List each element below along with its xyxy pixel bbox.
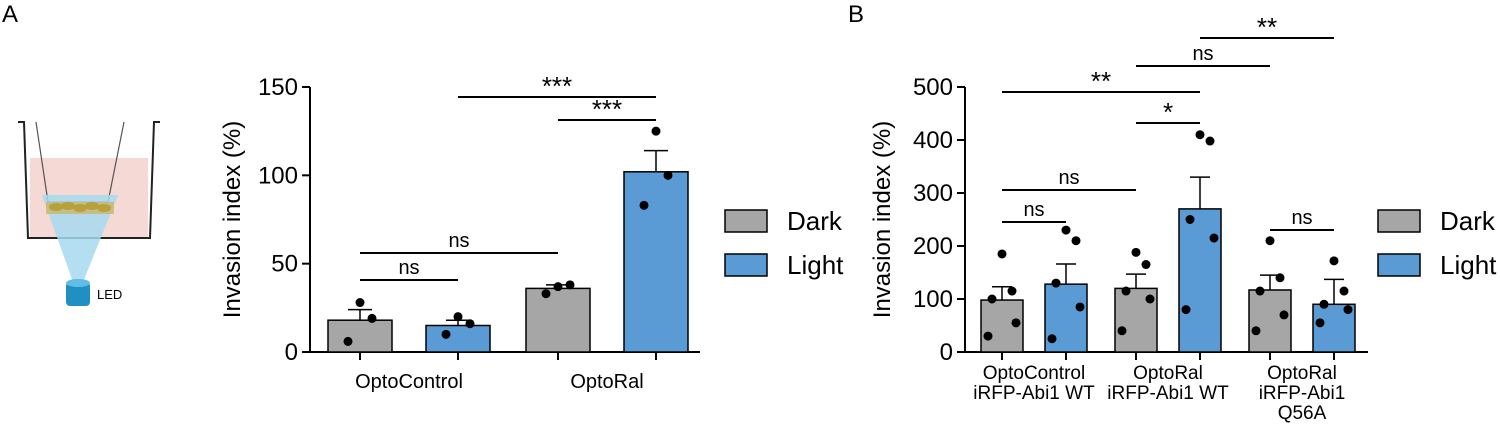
- significance-label: ns: [1291, 207, 1312, 229]
- data-point: [1051, 278, 1061, 288]
- x-category-label: iRFP-Abi1 WT: [973, 383, 1095, 404]
- data-point: [565, 280, 575, 290]
- y-axis-label: Invasion index (%): [219, 121, 246, 318]
- data-point: [1319, 299, 1329, 309]
- data-point: [1265, 236, 1275, 246]
- data-point: [553, 282, 563, 292]
- y-tick-label: 200: [913, 233, 953, 260]
- x-category-label: OptoControl: [355, 371, 463, 393]
- y-tick-label: 50: [271, 251, 298, 278]
- significance-label: ***: [542, 71, 572, 101]
- y-axis-label: Invasion index (%): [869, 121, 896, 318]
- data-point: [1205, 136, 1215, 146]
- x-category-label: iRFP-Abi1: [1259, 383, 1346, 404]
- bar-dark: [327, 319, 393, 353]
- data-point: [1339, 286, 1349, 296]
- data-point: [639, 200, 649, 210]
- y-tick-label: 100: [258, 162, 298, 189]
- led-label: LED: [97, 287, 122, 302]
- data-point: [1047, 334, 1057, 344]
- chart-panel-b: 0 100 200 300 400 500 Invasion index (%) OptoCo…: [869, 12, 1497, 424]
- panel-a-letter: A: [2, 1, 18, 28]
- data-point: [1329, 256, 1339, 266]
- data-point: [1251, 326, 1261, 336]
- y-tick-label: 300: [913, 180, 953, 207]
- data-point: [1315, 318, 1325, 328]
- cells: [49, 202, 111, 212]
- data-point: [997, 249, 1007, 259]
- bar-light: [425, 324, 491, 353]
- y-tick-label: 100: [913, 286, 953, 313]
- bar-dark: [1248, 289, 1292, 353]
- panel-b-letter: B: [848, 1, 864, 28]
- data-point: [1121, 286, 1131, 296]
- significance-label: ns: [398, 257, 419, 279]
- y-tick-label: 500: [913, 74, 953, 101]
- data-point: [1131, 247, 1141, 257]
- data-point: [367, 313, 377, 323]
- significance-label: *: [1163, 97, 1173, 127]
- data-point: [1255, 286, 1265, 296]
- light-beam: [42, 195, 118, 282]
- data-point: [1117, 326, 1127, 336]
- data-point: [1195, 130, 1205, 140]
- data-point: [651, 126, 661, 136]
- data-point: [1343, 305, 1353, 315]
- data-point: [355, 298, 365, 308]
- bar-dark: [525, 287, 591, 353]
- data-point: [1209, 233, 1219, 243]
- data-point: [1145, 294, 1155, 304]
- legend-swatch-light: [724, 253, 768, 277]
- x-category-label: OptoControl: [983, 363, 1085, 384]
- legend-label-dark: Dark: [787, 206, 843, 236]
- significance-label: **: [1257, 12, 1277, 42]
- data-point: [1185, 215, 1195, 224]
- y-tick-label: 150: [258, 74, 298, 101]
- data-point: [1007, 286, 1017, 296]
- legend-label-light: Light: [787, 250, 844, 280]
- legend-swatch-light: [1377, 253, 1421, 277]
- data-point: [1061, 225, 1071, 235]
- chart-panel-a: 0 50 100 150 Invasion index (%) OptoControl Op…: [219, 71, 844, 393]
- data-point: [1275, 273, 1285, 283]
- x-category-label: OptoRal: [570, 371, 643, 393]
- data-point: [983, 331, 993, 341]
- data-point: [1075, 302, 1085, 312]
- data-point: [343, 336, 353, 346]
- led-icon: [66, 282, 90, 306]
- data-point: [1071, 236, 1081, 246]
- x-category-label: OptoRal: [1133, 363, 1203, 384]
- x-category-label: iRFP-Abi1 WT: [1107, 383, 1229, 404]
- data-point: [541, 289, 551, 299]
- x-category-label: OptoRal: [1267, 363, 1337, 384]
- significance-label: **: [1091, 66, 1111, 96]
- led-top: [66, 279, 90, 287]
- significance-label: ***: [592, 94, 622, 124]
- data-point: [1279, 310, 1289, 320]
- data-point: [453, 312, 463, 322]
- data-point: [987, 294, 997, 304]
- significance-label: ns: [1192, 43, 1213, 65]
- y-tick-label: 0: [940, 339, 953, 366]
- legend-swatch-dark: [1377, 209, 1421, 233]
- data-point: [1011, 318, 1021, 328]
- bar-light: [1178, 208, 1222, 353]
- data-point: [465, 319, 475, 329]
- data-point: [1141, 260, 1151, 270]
- y-tick-label: 400: [913, 127, 953, 154]
- legend-swatch-dark: [724, 209, 768, 233]
- transwell-schematic: LED: [18, 121, 160, 306]
- significance-label: ns: [1023, 199, 1044, 221]
- legend-label-light: Light: [1440, 250, 1497, 280]
- bar-light: [623, 171, 689, 353]
- x-category-label: Q56A: [1278, 403, 1327, 424]
- significance-label: ns: [448, 230, 469, 252]
- significance-label: ns: [1058, 167, 1079, 189]
- y-tick-label: 0: [285, 339, 298, 366]
- data-point: [441, 329, 451, 339]
- legend-label-dark: Dark: [1440, 206, 1496, 236]
- data-point: [1181, 305, 1191, 315]
- data-point: [663, 170, 673, 180]
